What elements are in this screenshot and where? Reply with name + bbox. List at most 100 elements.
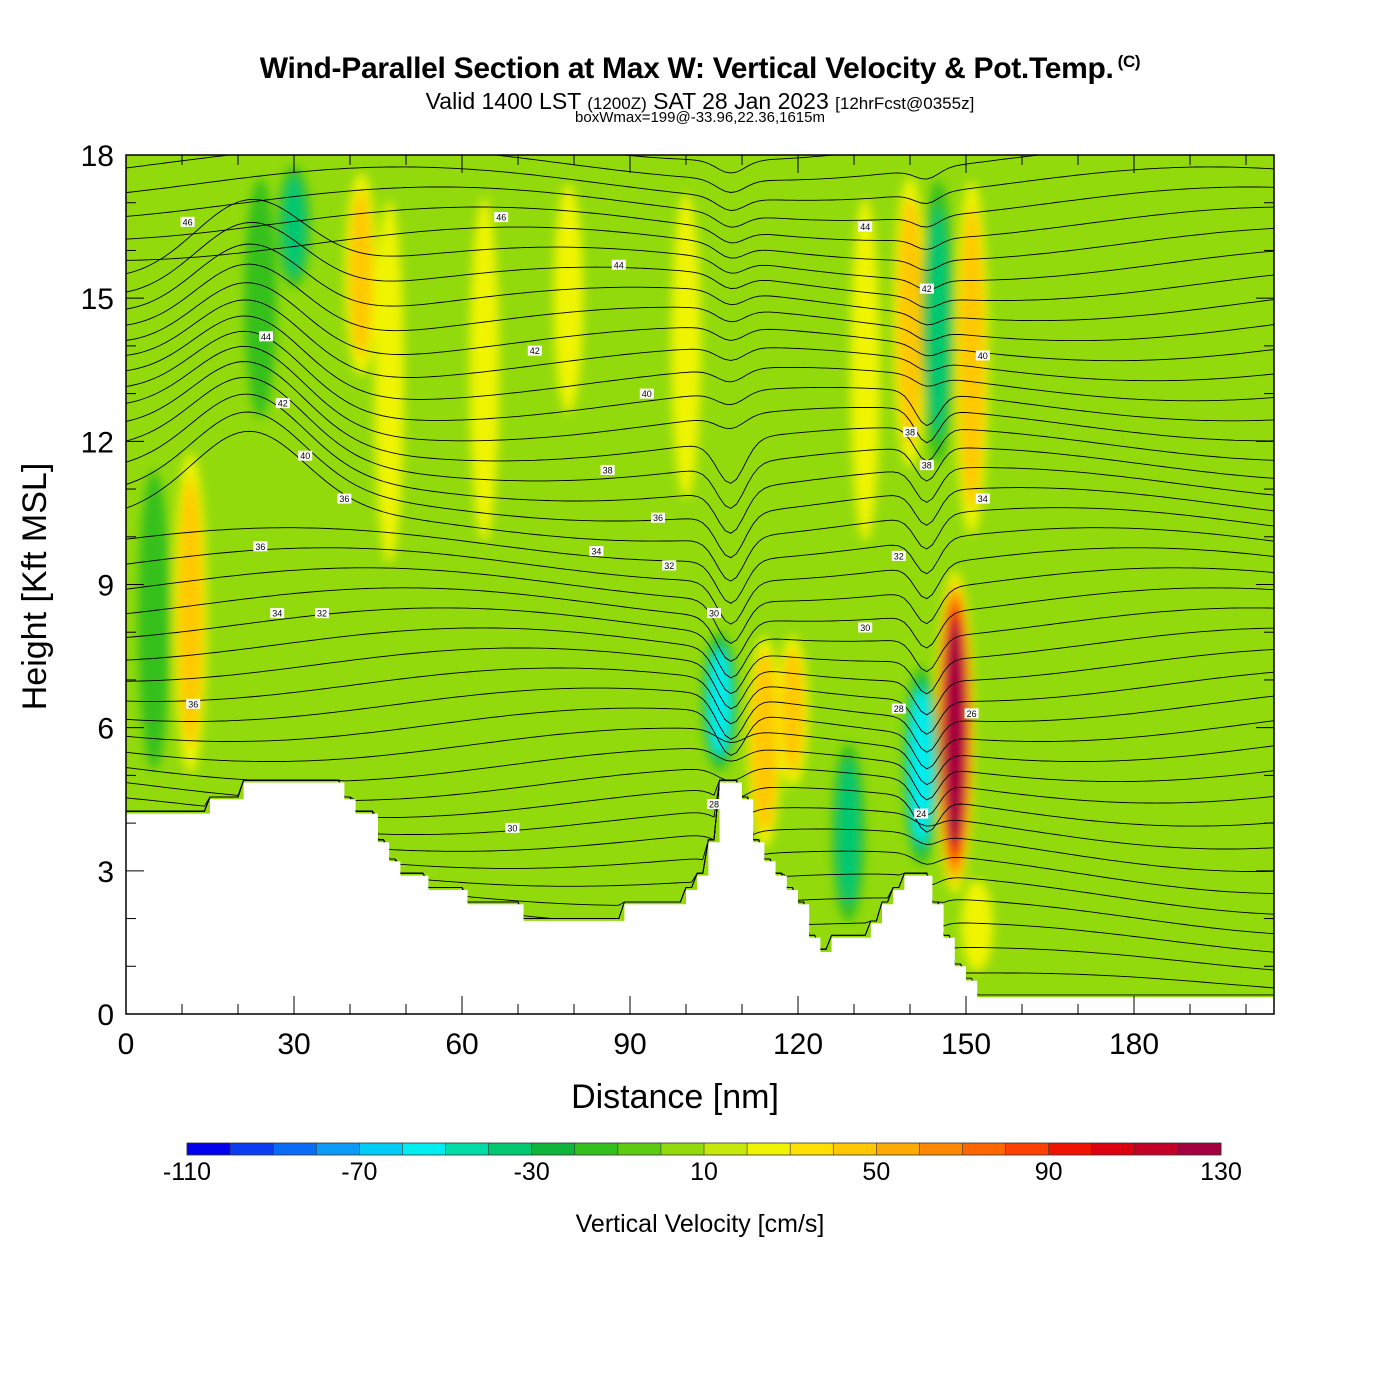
y-tick-label: 3 (97, 856, 114, 889)
theta-label-text: 46 (183, 217, 193, 227)
theta-label-box (903, 426, 917, 437)
theta-label-text: 34 (978, 494, 988, 504)
colorbar-swatch (230, 1143, 274, 1155)
colorbar-tick-label: -70 (341, 1158, 377, 1186)
colorbar-swatch (1134, 1143, 1179, 1155)
theta-label-text: 46 (496, 213, 506, 223)
theta-label-text: 30 (507, 823, 517, 833)
theta-label-text: 44 (860, 222, 870, 232)
velocity-band (944, 620, 965, 845)
theta-label-text: 26 (967, 709, 977, 719)
colorbar-swatch (1048, 1143, 1093, 1155)
velocity-band (961, 879, 994, 972)
theta-label-box (180, 216, 195, 227)
theta-label-text: 36 (653, 513, 663, 523)
theta-label-box (259, 331, 273, 342)
velocity-band (958, 207, 985, 509)
isentrope (126, 707, 1274, 770)
theta-label: 26 (964, 708, 979, 719)
y-axis-label: Height [Kft MSL] (16, 463, 54, 711)
colorbar-swatch (359, 1143, 403, 1155)
theta-label: 36 (186, 698, 201, 709)
colorbar-swatch (1005, 1143, 1049, 1155)
theta-label-text: 40 (642, 389, 652, 399)
isentrope (126, 361, 1274, 484)
theta-label: 44 (858, 221, 873, 232)
isentrope (126, 107, 1274, 153)
theta-label-box (651, 512, 665, 523)
y-tick-label: 18 (81, 140, 114, 173)
colorbar-swatch (704, 1143, 748, 1155)
theta-label-text: 36 (339, 494, 349, 504)
isentrope (126, 430, 1274, 582)
theta-label-text: 42 (922, 284, 932, 294)
theta-label-box (298, 450, 313, 461)
theta-label: 34 (589, 546, 604, 557)
theta-label-text: 34 (591, 547, 601, 557)
colorbar: -110 -70 -30 10 50 90 130 Vertical Velocity [cm… (163, 1142, 1242, 1238)
colorbar-swatch (876, 1143, 920, 1155)
velocity-band (709, 649, 730, 754)
y-tick-label: 15 (81, 283, 114, 316)
x-tick-label: 60 (445, 1028, 478, 1061)
theta-label-box (270, 608, 285, 619)
velocity-band (282, 176, 306, 277)
theta-label: 36 (253, 541, 268, 552)
theta-label-text: 36 (255, 542, 265, 552)
theta-label: 30 (707, 608, 721, 619)
theta-label-box (891, 550, 906, 561)
velocity-band (836, 759, 860, 907)
theta-label: 32 (662, 560, 677, 571)
isentrope (126, 527, 1274, 604)
theta-label: 46 (494, 212, 509, 223)
theta-label-text: 30 (860, 623, 870, 633)
velocity-band (244, 178, 277, 418)
colorbar-tick-label: -110 (163, 1158, 211, 1186)
isentrope (126, 376, 1274, 509)
isentrope (126, 206, 1274, 250)
theta-label-text: 42 (530, 346, 540, 356)
theta-label-box (611, 259, 626, 270)
theta-label-box (253, 541, 268, 552)
theta-label-text: 32 (317, 609, 327, 619)
theta-label: 44 (259, 331, 273, 342)
theta-label-text: 44 (261, 332, 271, 342)
theta-label: 38 (903, 426, 917, 437)
colorbar-swatch (488, 1143, 532, 1155)
theta-label: 32 (315, 608, 329, 619)
isentrope (126, 166, 1274, 211)
colorbar-swatch (187, 1143, 231, 1155)
velocity-band (138, 470, 170, 770)
field-bands (138, 165, 994, 972)
theta-label: 34 (975, 493, 990, 504)
isentrope (126, 243, 1274, 326)
theta-label-text: 38 (603, 465, 613, 475)
colorbar-swatch (919, 1143, 963, 1155)
theta-label-box (858, 622, 873, 633)
theta-label-text: 40 (978, 351, 988, 361)
theta-label-text: 28 (894, 704, 904, 714)
theta-label-box (964, 708, 979, 719)
theta-label-box (337, 493, 352, 504)
y-tick-label: 6 (97, 713, 114, 746)
theta-label-box (975, 350, 990, 361)
isentrope (126, 282, 1274, 362)
isentrope (619, 155, 839, 174)
theta-label-box (527, 345, 542, 356)
isentrope (126, 748, 1274, 801)
x-tick-label: 120 (773, 1028, 823, 1061)
theta-label-box (186, 698, 201, 709)
chart-subtitle: Valid 1400 LST (1200Z) SAT 28 Jan 2023 [… (0, 88, 1400, 115)
velocity-band (780, 649, 804, 773)
isentrope (126, 687, 1274, 753)
colorbar-swatch (402, 1143, 446, 1155)
theta-label-text: 30 (709, 609, 719, 619)
theta-label: 28 (707, 799, 721, 810)
velocity-band (850, 197, 881, 542)
velocity-band (178, 478, 203, 748)
theta-label: 38 (919, 460, 934, 471)
chart-title: Wind-Parallel Section at Max W: Vertical… (259, 52, 1141, 85)
theta-label-text: 38 (922, 461, 932, 471)
theta-label-box (707, 608, 721, 619)
